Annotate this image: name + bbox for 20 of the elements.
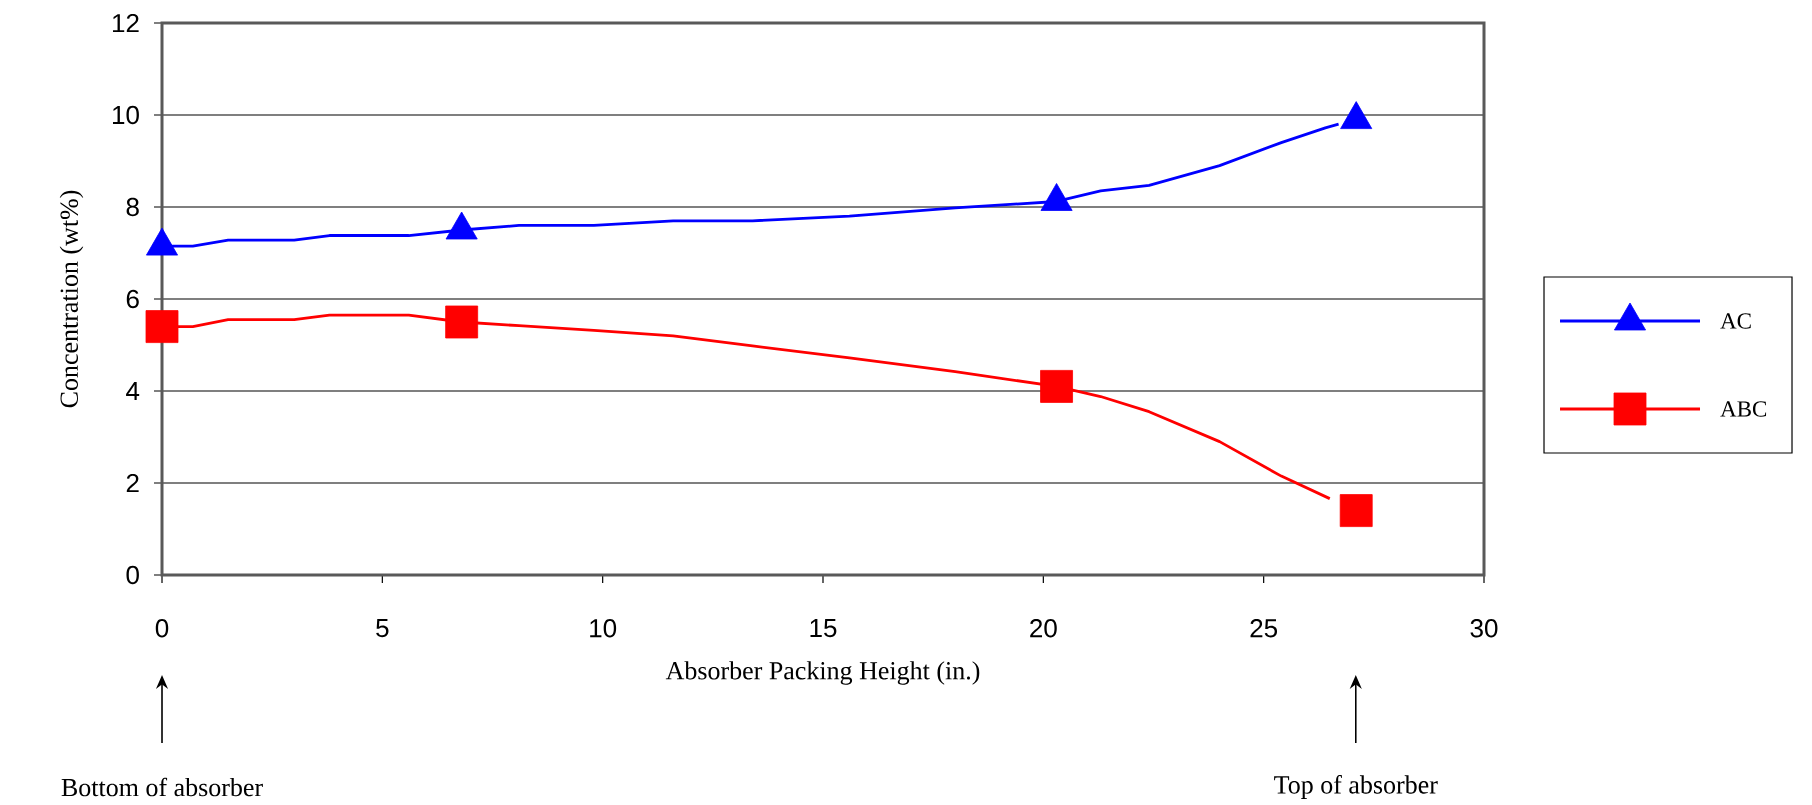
text: AC (1720, 313, 1751, 329)
x-tick-label: 0 (155, 619, 169, 638)
y-tick-label: 4 (126, 382, 140, 400)
x-tick-label: 15 (810, 619, 837, 638)
x-tick-label: 25 (1250, 619, 1278, 638)
x-tick-label: 20 (1030, 619, 1057, 638)
y-tick-label: 8 (126, 197, 139, 217)
y-tick-label: 0 (126, 565, 139, 585)
text: Top of absorber (1274, 775, 1438, 799)
text: ABC (1720, 401, 1767, 417)
x-tick-label: 30 (1470, 619, 1498, 638)
y-tick-label: 10 (112, 105, 139, 125)
text: Bottom of absorber (61, 777, 263, 797)
y-tick-label: 2 (126, 473, 139, 493)
y-tick-label: 12 (112, 13, 139, 33)
x-tick-label: 10 (590, 619, 617, 638)
x-tick-label: 5 (376, 619, 389, 638)
x-axis-title: Absorber Packing Height (in.) (665, 661, 980, 685)
y-axis-title: Concentration (wt%) (59, 190, 84, 408)
y-tick-label: 6 (126, 289, 139, 309)
